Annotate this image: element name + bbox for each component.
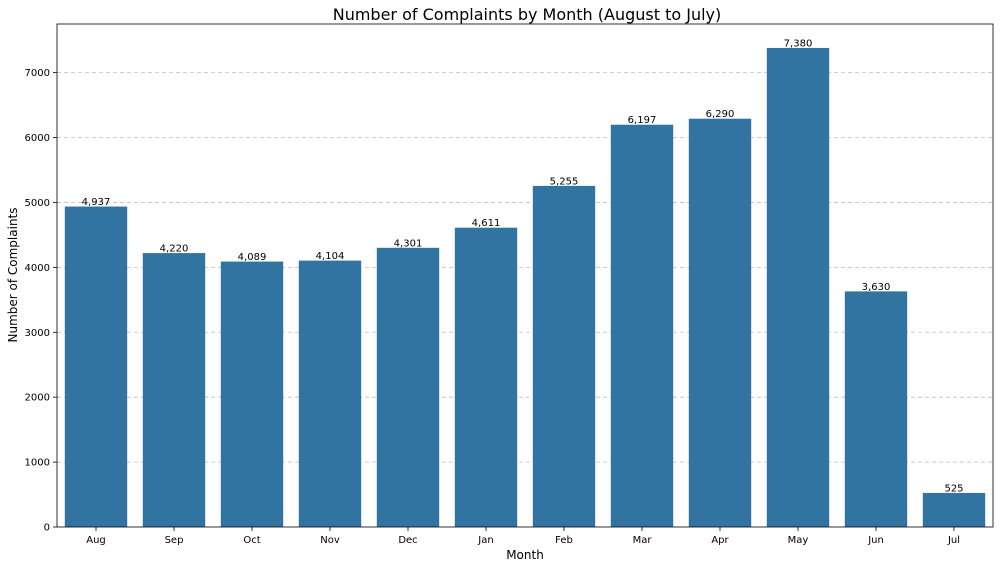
x-tick-label-dec: Dec (398, 535, 417, 546)
x-tick-label-jan: Jan (477, 535, 493, 546)
data-labels: 4,937 4,220 4,089 4,104 4,301 4,611 5,255 6,197… (82, 38, 964, 494)
plot-frame (56, 23, 994, 528)
y-axis-label: Number of Complaints (6, 207, 20, 342)
y-tick-label: 5000 (25, 198, 50, 209)
y-tick-label: 3000 (25, 328, 50, 339)
data-label-nov: 4,104 (316, 251, 345, 262)
bar-mar (610, 124, 674, 528)
y-axis: 0 1000 2000 3000 4000 5000 6000 7000 (25, 68, 57, 534)
x-tick-label-aug: Aug (86, 535, 106, 546)
y-tick-label: 6000 (25, 133, 50, 144)
bar-feb (532, 185, 596, 528)
x-tick-label-may: May (788, 535, 809, 546)
y-tick-label: 1000 (25, 458, 50, 469)
data-label-may: 7,380 (784, 38, 813, 49)
y-gridlines (57, 72, 993, 463)
data-label-oct: 4,089 (238, 252, 267, 263)
bar-apr (688, 118, 752, 527)
y-tick-label: 7000 (25, 68, 50, 79)
x-tick-label-jul: Jul (947, 535, 960, 546)
x-tick-label-feb: Feb (555, 535, 573, 546)
bars (64, 47, 986, 528)
x-tick-label-sep: Sep (165, 535, 184, 546)
x-tick-label-jun: Jun (867, 535, 884, 546)
bar-jul (922, 492, 986, 527)
x-tick-label-mar: Mar (633, 535, 653, 546)
bar-jan (454, 227, 518, 527)
x-axis: Aug Sep Oct Nov Dec Jan Feb Mar Apr May Jun Jul (86, 527, 960, 546)
chart-title: Number of Complaints by Month (August to… (333, 5, 722, 24)
x-tick-label-oct: Oct (243, 535, 260, 546)
bar-dec (376, 247, 440, 528)
data-label-mar: 6,197 (628, 115, 657, 126)
bar-nov (298, 260, 362, 527)
y-tick-label: 4000 (25, 263, 50, 274)
data-label-jul: 525 (944, 483, 963, 494)
y-tick-label: 2000 (25, 393, 50, 404)
bar-aug (64, 206, 128, 527)
data-label-sep: 4,220 (160, 244, 189, 255)
data-label-aug: 4,937 (82, 197, 111, 208)
data-label-apr: 6,290 (706, 109, 735, 120)
bar-sep (142, 253, 206, 527)
data-label-dec: 4,301 (394, 238, 423, 249)
bar-may (766, 47, 830, 527)
data-label-feb: 5,255 (550, 176, 579, 187)
data-label-jun: 3,630 (862, 282, 891, 293)
x-tick-label-nov: Nov (320, 535, 340, 546)
bar-oct (220, 261, 284, 527)
x-axis-label: Month (506, 548, 544, 562)
bar-jun (844, 291, 908, 527)
data-label-jan: 4,611 (472, 218, 501, 229)
x-tick-label-apr: Apr (711, 535, 729, 546)
y-tick-label: 0 (44, 523, 50, 534)
